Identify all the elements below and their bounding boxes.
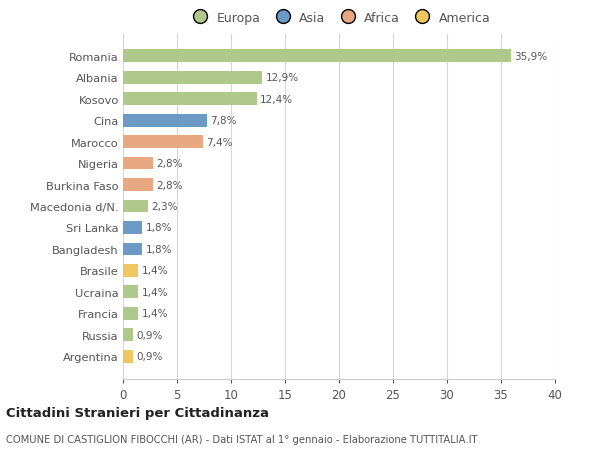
Text: 12,4%: 12,4% xyxy=(260,95,293,104)
Text: 7,4%: 7,4% xyxy=(206,137,233,147)
Text: 1,8%: 1,8% xyxy=(146,223,172,233)
Text: 12,9%: 12,9% xyxy=(266,73,299,83)
Text: 1,4%: 1,4% xyxy=(142,287,168,297)
Bar xyxy=(123,157,153,170)
Text: 2,8%: 2,8% xyxy=(157,159,183,168)
Text: 2,3%: 2,3% xyxy=(151,202,178,212)
Bar xyxy=(123,264,138,277)
Bar xyxy=(123,350,133,363)
Text: 7,8%: 7,8% xyxy=(211,116,237,126)
Bar xyxy=(123,243,142,256)
Bar xyxy=(123,93,257,106)
Text: 1,8%: 1,8% xyxy=(146,245,172,254)
Text: COMUNE DI CASTIGLION FIBOCCHI (AR) - Dati ISTAT al 1° gennaio - Elaborazione TUT: COMUNE DI CASTIGLION FIBOCCHI (AR) - Dat… xyxy=(6,434,478,444)
Legend: Europa, Asia, Africa, America: Europa, Asia, Africa, America xyxy=(188,12,490,25)
Bar xyxy=(123,329,133,341)
Text: 1,4%: 1,4% xyxy=(142,266,168,276)
Bar xyxy=(123,179,153,191)
Bar xyxy=(123,114,207,127)
Text: 35,9%: 35,9% xyxy=(514,51,547,62)
Text: 1,4%: 1,4% xyxy=(142,309,168,319)
Bar xyxy=(123,50,511,63)
Text: 0,9%: 0,9% xyxy=(136,352,163,362)
Text: 0,9%: 0,9% xyxy=(136,330,163,340)
Bar xyxy=(123,200,148,213)
Bar xyxy=(123,136,203,149)
Bar xyxy=(123,72,262,84)
Bar xyxy=(123,222,142,235)
Text: Cittadini Stranieri per Cittadinanza: Cittadini Stranieri per Cittadinanza xyxy=(6,406,269,419)
Text: 2,8%: 2,8% xyxy=(157,180,183,190)
Bar xyxy=(123,286,138,299)
Bar xyxy=(123,307,138,320)
